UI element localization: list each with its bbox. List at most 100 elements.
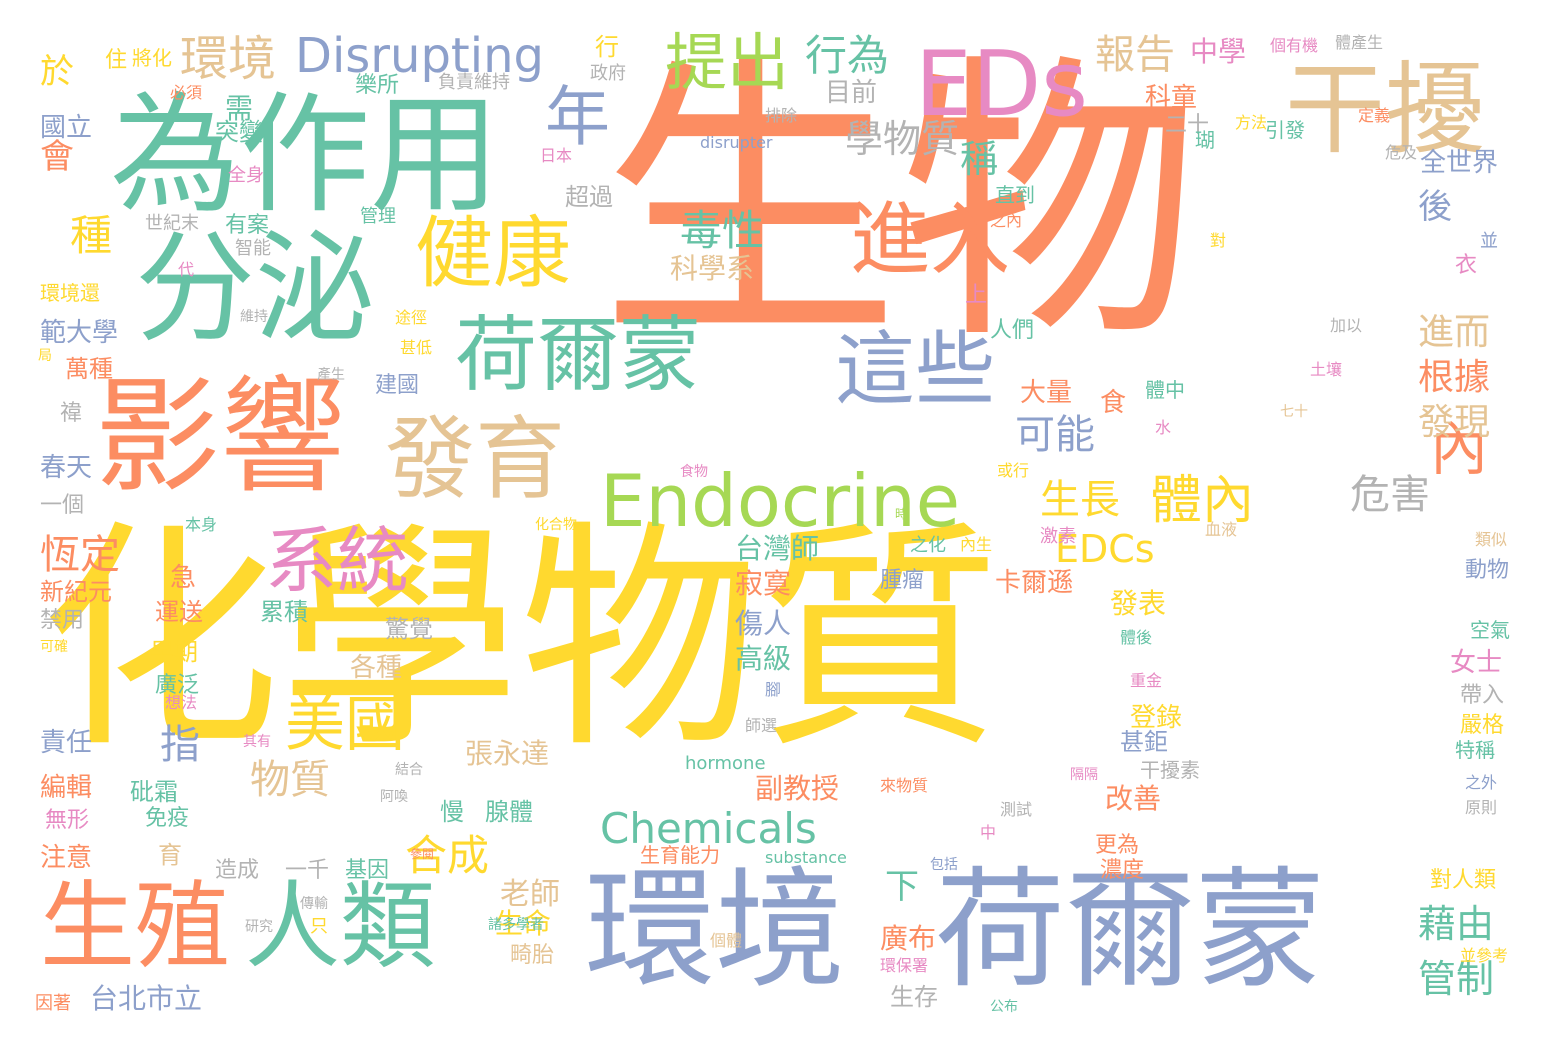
cloud-word: 環境	[180, 31, 277, 87]
cloud-word: 注意	[40, 843, 93, 873]
cloud-word: 基因	[345, 858, 390, 883]
cloud-word: 廣布	[880, 922, 937, 955]
cloud-word: 行為	[805, 31, 890, 80]
cloud-word: 發現	[1418, 402, 1491, 443]
cloud-word: 生物	[600, 30, 1200, 379]
cloud-word: 干擾素	[1140, 758, 1200, 782]
cloud-word: 政府	[590, 63, 626, 84]
cloud-word: substance	[765, 848, 847, 867]
cloud-word: 指	[160, 722, 200, 768]
cloud-word: 樂所	[355, 73, 400, 98]
cloud-word: 發表	[1110, 587, 1167, 620]
cloud-word: 直到	[995, 183, 1035, 207]
cloud-word: 體產生	[1335, 33, 1384, 52]
cloud-word: 引發	[1265, 118, 1305, 142]
cloud-word: 年	[545, 80, 611, 155]
cloud-word: 為作用	[110, 79, 501, 231]
cloud-word: 春天	[40, 453, 93, 483]
cloud-word: 生命	[495, 907, 552, 940]
cloud-word: 荷爾蒙	[935, 854, 1326, 1006]
cloud-word: 生殖	[40, 872, 231, 982]
cloud-word: 途徑	[395, 308, 428, 327]
cloud-word: 行	[595, 33, 619, 61]
cloud-word: 無形	[45, 808, 90, 833]
cloud-word: 目前	[825, 78, 878, 108]
cloud-word: 二十	[1165, 113, 1210, 138]
cloud-word: 超過	[565, 183, 613, 211]
cloud-word: 來物質	[880, 776, 929, 795]
cloud-word: 管制	[1418, 957, 1495, 1001]
cloud-word: 老師	[500, 877, 560, 912]
cloud-word: 帶入	[1460, 683, 1505, 708]
cloud-word: 動物	[1465, 558, 1510, 583]
cloud-word: 環保署	[880, 956, 929, 975]
cloud-word: 藉由	[1418, 902, 1495, 946]
cloud-word: 範大學	[40, 318, 119, 348]
cloud-word: 之外	[1465, 773, 1498, 792]
cloud-word: 體中	[1145, 378, 1185, 402]
cloud-word: 因著	[35, 993, 71, 1014]
cloud-word: 並	[1480, 231, 1498, 252]
cloud-word: 負責維持	[438, 72, 510, 93]
cloud-word: 想法	[165, 693, 198, 712]
cloud-word: 環境還	[40, 281, 100, 305]
cloud-word: 女士	[1450, 648, 1503, 678]
cloud-word: 系統	[265, 519, 410, 603]
cloud-word: 濃度	[1100, 858, 1145, 883]
cloud-word: 只	[310, 916, 328, 937]
cloud-word: 體內	[1150, 471, 1255, 531]
cloud-word: 高級	[735, 642, 792, 675]
cloud-word: 科學系	[670, 252, 755, 285]
cloud-word: 方法	[1235, 113, 1268, 132]
cloud-word: 廣泛	[155, 673, 200, 698]
cloud-word: 根據	[1418, 357, 1491, 398]
cloud-word: 衣	[1455, 253, 1478, 278]
cloud-word: 慢	[440, 798, 464, 826]
cloud-word: 中	[980, 823, 997, 842]
cloud-word: 傳輸	[300, 896, 328, 912]
cloud-word: 驚覺	[385, 615, 433, 643]
cloud-word: 台北市立	[90, 982, 203, 1015]
cloud-word: 全身	[228, 165, 264, 186]
cloud-word: 傷人	[735, 607, 792, 640]
cloud-word: 局	[38, 348, 52, 364]
cloud-word: 健康	[415, 209, 572, 299]
cloud-word: 食	[1100, 388, 1127, 418]
cloud-word: 參閱	[410, 847, 435, 861]
cloud-word: 住	[105, 48, 128, 73]
cloud-word: 下	[885, 867, 919, 907]
cloud-word: 改善	[1105, 782, 1162, 815]
cloud-word: 環境	[585, 854, 846, 1006]
cloud-word: 研究	[245, 919, 273, 935]
cloud-word: 禁用	[40, 608, 85, 633]
cloud-word: 更為	[1095, 833, 1140, 858]
cloud-word: 師選	[745, 716, 778, 735]
cloud-word: 張永達	[465, 737, 550, 770]
cloud-word: 七十	[1280, 404, 1308, 420]
cloud-word: 甚鉅	[1120, 728, 1168, 756]
cloud-word: 腫瘤	[880, 568, 925, 593]
cloud-word: 副教授	[755, 772, 840, 805]
cloud-word: 報告	[1095, 32, 1175, 78]
cloud-word: 建國	[375, 373, 420, 398]
cloud-word: 中學	[1190, 35, 1247, 68]
cloud-word: 水	[1155, 418, 1172, 437]
cloud-word: 重金	[1130, 671, 1163, 690]
cloud-word: 對	[1210, 231, 1227, 250]
cloud-word: 分泌	[135, 220, 375, 359]
cloud-word: 管理	[360, 206, 396, 227]
cloud-word: hormone	[685, 753, 766, 774]
cloud-word: 本身	[185, 515, 218, 534]
cloud-word: 代	[178, 260, 195, 279]
cloud-word: 荷爾蒙	[455, 308, 702, 403]
cloud-word: 智能	[235, 238, 271, 259]
cloud-word: 進入	[850, 193, 1010, 286]
cloud-word: 生長	[1040, 477, 1120, 523]
cloud-word: 造成	[215, 858, 260, 883]
cloud-word: 寂寞	[735, 567, 792, 600]
cloud-word: 日本	[540, 146, 573, 165]
cloud-word: 個有機	[1270, 36, 1319, 55]
cloud-word: 美國	[285, 690, 405, 760]
cloud-word: 各種	[350, 653, 403, 683]
cloud-word: 化合物	[535, 517, 577, 533]
